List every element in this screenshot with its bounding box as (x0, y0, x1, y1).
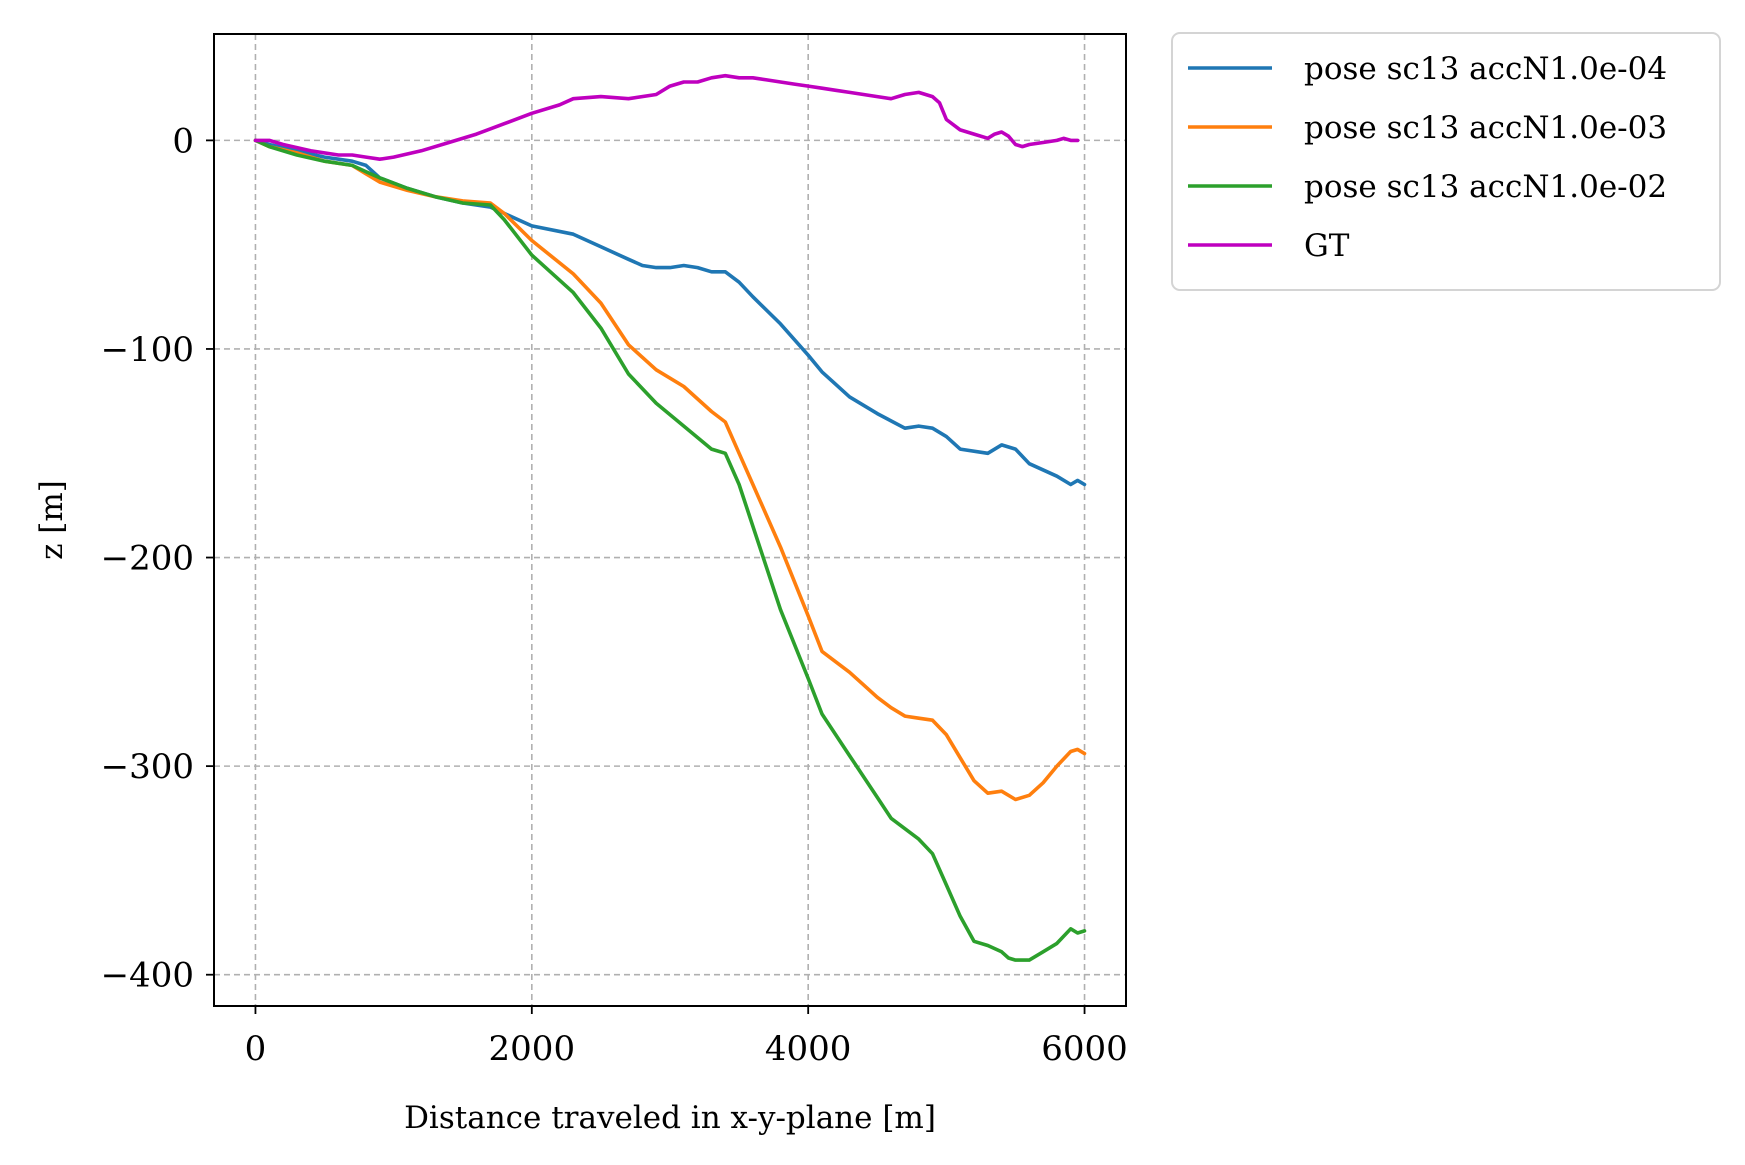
axis-ticks: 0 2000 4000 6000 0 −100 −200 −300 −400 (101, 121, 1128, 1069)
series-lines (253, 73, 1087, 962)
x-tick-label: 2000 (489, 1029, 576, 1069)
y-tick-label: −100 (101, 330, 194, 370)
legend-box (1171, 32, 1721, 291)
x-tick-label: 4000 (765, 1029, 852, 1069)
legend-label-3: GT (1304, 228, 1350, 264)
x-tick-label: 6000 (1041, 1029, 1128, 1069)
x-axis-label: Distance traveled in x-y-plane [m] (404, 1100, 936, 1136)
legend-entries: pose sc13 accN1.0e-04 pose sc13 accN1.0e-… (1188, 51, 1667, 264)
y-tick-label: −200 (101, 539, 194, 579)
plot-frame (213, 33, 1127, 1007)
y-tick-label: 0 (172, 121, 194, 161)
series-line-3 (253, 73, 1080, 161)
legend-label-2: pose sc13 accN1.0e-02 (1304, 169, 1667, 205)
y-tick-label: −300 (101, 747, 194, 787)
grid-lines (214, 34, 1126, 1006)
x-tick-label: 0 (245, 1029, 267, 1069)
legend-label-0: pose sc13 accN1.0e-04 (1304, 51, 1667, 87)
y-axis-label: z [m] (34, 480, 70, 560)
legend: pose sc13 accN1.0e-04 pose sc13 accN1.0e-… (1171, 32, 1721, 291)
series-line-2 (253, 138, 1087, 962)
legend-label-1: pose sc13 accN1.0e-03 (1304, 110, 1667, 146)
y-tick-label: −400 (101, 956, 194, 996)
plot-background (214, 34, 1126, 1006)
plot-area: 0 2000 4000 6000 0 −100 −200 −300 −400 (101, 33, 1128, 1069)
